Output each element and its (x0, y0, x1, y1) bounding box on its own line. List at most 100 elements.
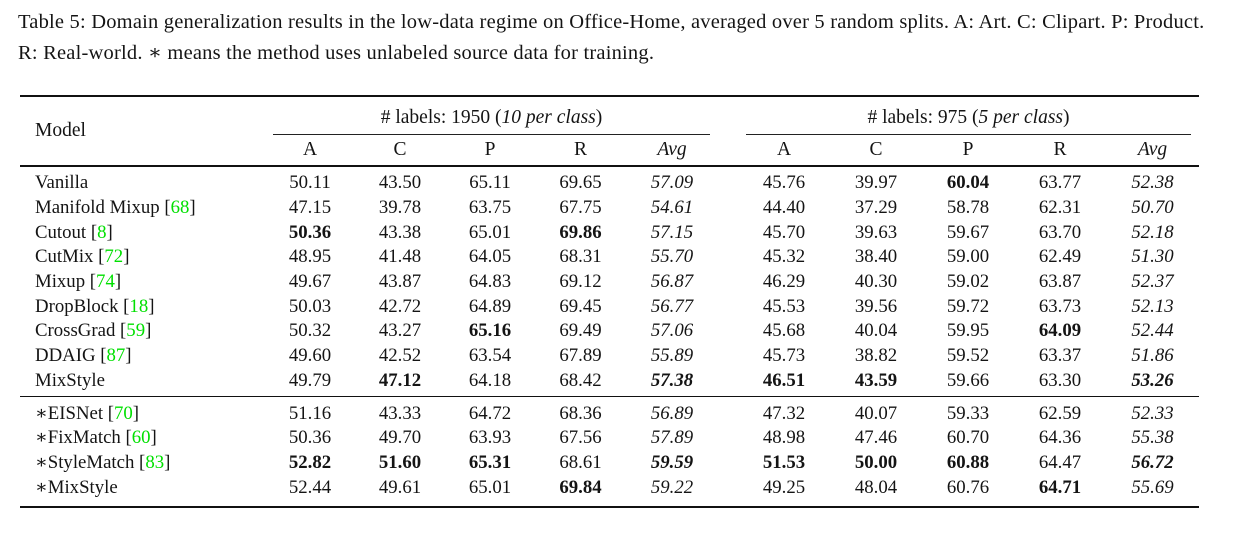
score-cell: 60.76 (946, 476, 990, 498)
score-cell: 58.78 (946, 197, 990, 219)
score-cell: 41.48 (378, 246, 422, 268)
score-cell: 60.88 (946, 451, 990, 473)
unlabeled-source-marker: ∗ (35, 427, 48, 449)
score-cell: 49.61 (378, 476, 422, 498)
score-cell: 48.95 (288, 246, 332, 268)
score-cell: 50.03 (288, 295, 332, 317)
citation-number: 72 (104, 246, 124, 268)
citation-number: 87 (106, 345, 126, 367)
table-caption: Table 5: Domain generalization results i… (18, 7, 1219, 69)
score-cell: 44.40 (762, 197, 806, 219)
unlabeled-source-marker: ∗ (35, 402, 48, 424)
unlabeled-source-marker: ∗ (35, 476, 48, 498)
score-cell: 55.69 (1131, 476, 1174, 498)
table-row: Mixup [74] 49.67 43.87 64.83 69.12 56.87 46.29… (20, 270, 1199, 295)
model-name: ∗EISNet [70] (35, 402, 140, 424)
group2-em: 5 per class (978, 107, 1064, 128)
score-cell: 62.49 (1038, 246, 1082, 268)
score-cell: 39.78 (378, 197, 422, 219)
table-row: Manifold Mixup [68] 47.15 39.78 63.75 67.75 5… (20, 196, 1199, 221)
score-cell: 45.53 (762, 295, 806, 317)
score-cell: 59.59 (650, 451, 694, 473)
score-cell: 51.53 (762, 451, 806, 473)
score-cell: 52.37 (1131, 271, 1174, 293)
score-cell: 47.12 (378, 369, 422, 391)
caption-text: Table 5: Domain generalization results i… (18, 11, 1205, 64)
score-cell: 43.87 (378, 271, 422, 293)
table-row: Vanilla 50.11 43.50 65.11 69.65 57.09 45.76 39.… (20, 171, 1199, 196)
citation-number: 8 (97, 221, 107, 243)
score-cell: 68.31 (559, 246, 602, 268)
score-cell: 49.70 (378, 427, 422, 449)
score-cell: 63.93 (468, 427, 512, 449)
score-cell: 63.73 (1038, 295, 1082, 317)
score-cell: 65.16 (468, 320, 512, 342)
score-cell: 63.87 (1038, 271, 1082, 293)
score-cell: 49.25 (762, 476, 806, 498)
citation-number: 70 (114, 402, 133, 424)
score-cell: 68.36 (559, 402, 602, 424)
model-column-header: Model (35, 120, 86, 141)
score-cell: 47.15 (288, 197, 332, 219)
citation-number: 59 (126, 320, 146, 342)
table-row: CutMix [72] 48.95 41.48 64.05 68.31 55.70 45.3… (20, 245, 1199, 270)
score-cell: 45.76 (762, 172, 806, 194)
score-cell: 50.70 (1131, 197, 1174, 219)
score-cell: 65.11 (469, 172, 511, 194)
score-cell: 52.33 (1131, 402, 1174, 424)
model-name: ∗StyleMatch [83] (35, 451, 171, 473)
group1-post: ) (595, 107, 603, 128)
score-cell: 65.01 (468, 476, 512, 498)
results-table: Model # labels: 1950 (10 per class) # la… (20, 95, 1199, 508)
table-row: ∗StyleMatch [83] 52.82 51.60 65.31 68.61 59.5… (20, 451, 1199, 476)
score-cell: 43.38 (378, 221, 422, 243)
score-cell: 48.98 (762, 427, 806, 449)
score-cell: 49.79 (288, 369, 332, 391)
table-row: ∗FixMatch [60] 50.36 49.70 63.93 67.56 57.89 4… (20, 426, 1199, 451)
score-cell: 69.84 (559, 476, 602, 498)
table-row: DropBlock [18] 50.03 42.72 64.89 69.45 56.77 4… (20, 294, 1199, 319)
score-cell: 59.67 (946, 221, 990, 243)
score-cell: 52.44 (1131, 320, 1174, 342)
score-cell: 52.13 (1131, 295, 1174, 317)
score-cell: 52.44 (288, 476, 332, 498)
score-cell: 57.06 (650, 320, 694, 342)
score-cell: 51.60 (378, 451, 422, 473)
group1-em: 10 per class (501, 107, 596, 128)
col-header-a-2: A (776, 139, 792, 160)
citation-number: 60 (131, 427, 151, 449)
col-header-r-2: R (1053, 139, 1067, 160)
score-cell: 64.72 (468, 402, 512, 424)
group-header-1950: # labels: 1950 (10 per class) (273, 97, 710, 135)
score-cell: 69.12 (559, 271, 602, 293)
model-name: MixStyle (35, 369, 105, 391)
citation: [59] (115, 320, 152, 342)
score-cell: 40.30 (854, 271, 898, 293)
group2-post: ) (1063, 107, 1070, 128)
score-cell: 43.50 (378, 172, 422, 194)
table-row: MixStyle 49.79 47.12 64.18 68.42 57.38 46.51 43… (20, 369, 1199, 394)
model-name: Vanilla (35, 172, 89, 194)
col-header-p-2: P (962, 139, 974, 160)
score-cell: 43.33 (378, 402, 422, 424)
score-cell: 56.87 (650, 271, 694, 293)
score-cell: 62.31 (1038, 197, 1082, 219)
score-cell: 59.33 (946, 402, 990, 424)
score-cell: 45.73 (762, 345, 806, 367)
score-cell: 67.75 (559, 197, 602, 219)
score-cell: 69.65 (559, 172, 602, 194)
score-cell: 38.82 (854, 345, 898, 367)
citation-number: 74 (96, 271, 115, 293)
group1-pre: # labels: 1950 ( (380, 107, 502, 128)
score-cell: 40.07 (854, 402, 898, 424)
score-cell: 65.01 (468, 221, 512, 243)
score-cell: 45.68 (762, 320, 806, 342)
score-cell: 56.89 (650, 402, 694, 424)
score-cell: 64.09 (1038, 320, 1082, 342)
table-body-starred: ∗EISNet [70] 51.16 43.33 64.72 68.36 56.89 47.… (20, 397, 1199, 506)
score-cell: 69.49 (559, 320, 602, 342)
citation: [72] (93, 246, 130, 268)
score-cell: 43.27 (378, 320, 422, 342)
citation: [83] (134, 451, 171, 473)
col-header-c-2: C (869, 139, 883, 160)
